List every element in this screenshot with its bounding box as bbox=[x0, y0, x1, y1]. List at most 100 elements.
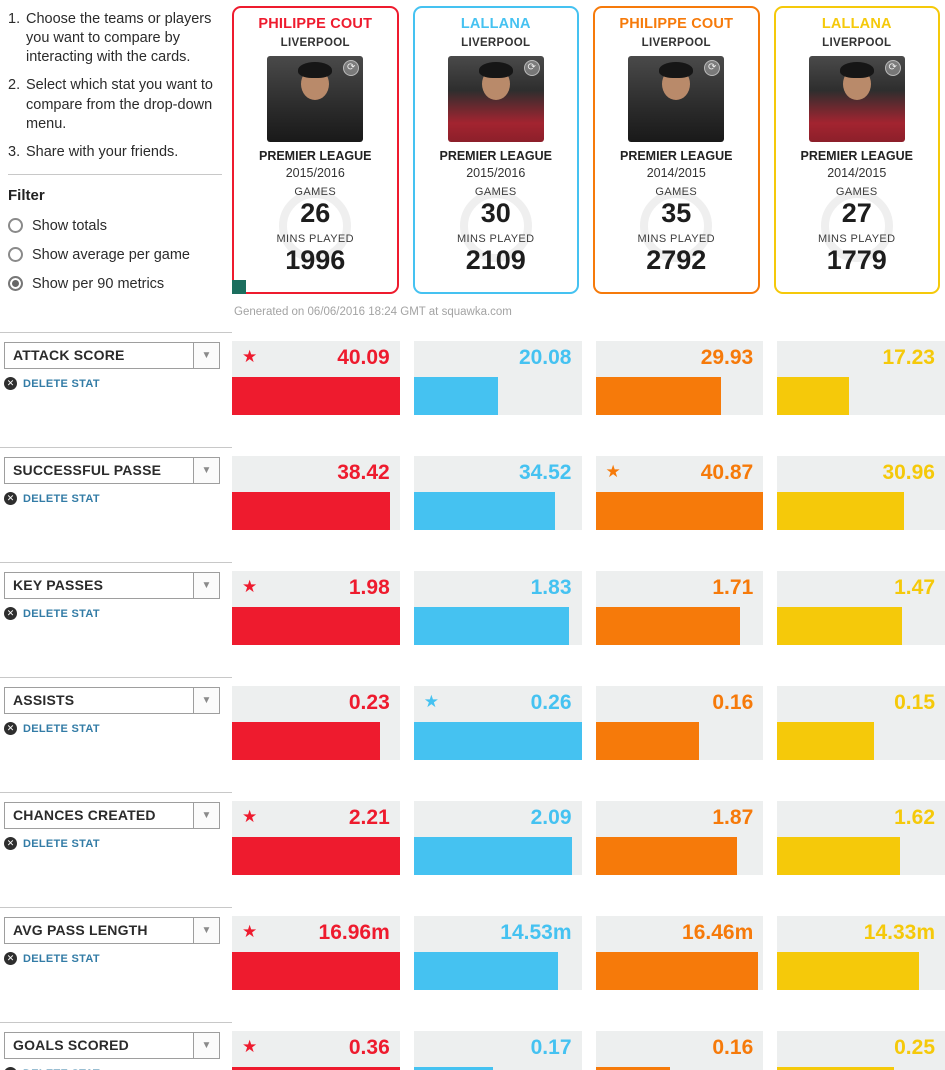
delete-stat-button[interactable]: ✕ DELETE STAT bbox=[4, 952, 220, 965]
player-card[interactable]: PHILIPPE COUT LIVERPOOL ⟳ PREMIER LEAGUE… bbox=[593, 6, 760, 294]
mins-played-value: 2109 bbox=[465, 245, 526, 276]
stat-dropdown[interactable]: GOALS SCORED ▼ bbox=[4, 1032, 220, 1059]
mins-played-label: MINS PLAYED bbox=[276, 233, 355, 246]
swap-player-icon[interactable]: ⟳ bbox=[343, 60, 360, 76]
stat-dropdown[interactable]: CHANCES CREATED ▼ bbox=[4, 802, 220, 829]
stat-cell: ★1.47 bbox=[777, 571, 945, 645]
filter-radio-option[interactable]: Show per 90 metrics bbox=[8, 276, 222, 292]
stat-selector-panel: AVG PASS LENGTH ▼ ✕ DELETE STAT bbox=[0, 907, 232, 990]
delete-stat-button[interactable]: ✕ DELETE STAT bbox=[4, 607, 220, 620]
stat-cells: ★38.42★34.52 ★ 40.87 ★30.96 bbox=[232, 447, 945, 530]
chevron-down-icon[interactable]: ▼ bbox=[193, 1033, 219, 1058]
swap-player-icon[interactable]: ⟳ bbox=[704, 60, 721, 76]
games-label: GAMES bbox=[294, 186, 337, 198]
generated-note: Generated on 06/06/2016 18:24 GMT at squ… bbox=[234, 306, 512, 318]
delete-x-icon: ✕ bbox=[4, 377, 17, 390]
stat-bar bbox=[777, 377, 850, 415]
logo-watermark-icon bbox=[820, 190, 893, 262]
radio-icon[interactable] bbox=[8, 218, 23, 234]
instructions-sidebar: 1. Choose the teams or players you want t… bbox=[0, 0, 232, 305]
stat-cell: ★ 0.36 bbox=[232, 1031, 400, 1070]
mins-played-value: 1779 bbox=[826, 245, 887, 276]
stat-value: 0.16 bbox=[712, 1036, 754, 1059]
chevron-down-icon[interactable]: ▼ bbox=[193, 688, 219, 713]
delete-stat-button[interactable]: ✕ DELETE STAT bbox=[4, 1067, 220, 1070]
stat-cell: ★1.83 bbox=[413, 571, 582, 645]
chevron-down-icon[interactable]: ▼ bbox=[193, 803, 219, 828]
player-name: PHILIPPE COUT bbox=[619, 16, 734, 32]
stat-row: SUCCESSFUL PASSE ▼ ✕ DELETE STAT ★38.42★… bbox=[0, 447, 945, 530]
chevron-down-icon[interactable]: ▼ bbox=[193, 458, 219, 483]
stat-value: 20.08 bbox=[518, 346, 572, 369]
delete-stat-label: DELETE STAT bbox=[23, 952, 100, 965]
best-value-star-icon: ★ bbox=[242, 807, 258, 826]
stat-cell: ★ 1.98 bbox=[232, 571, 400, 645]
stat-dropdown[interactable]: ATTACK SCORE ▼ bbox=[4, 342, 220, 369]
chevron-down-icon[interactable]: ▼ bbox=[193, 573, 219, 598]
player-team: LIVERPOOL bbox=[461, 37, 531, 49]
stat-value: 0.23 bbox=[348, 691, 390, 714]
player-card[interactable]: LALLANA LIVERPOOL ⟳ PREMIER LEAGUE 2014/… bbox=[773, 6, 940, 294]
stat-value: 0.26 bbox=[530, 691, 572, 714]
delete-stat-label: DELETE STAT bbox=[23, 722, 100, 735]
main-area: PHILIPPE COUT LIVERPOOL ⟳ PREMIER LEAGUE… bbox=[232, 0, 945, 318]
swap-player-icon[interactable]: ⟳ bbox=[523, 60, 540, 76]
player-name: LALLANA bbox=[821, 16, 892, 32]
stat-cell: ★2.09 bbox=[413, 801, 582, 875]
stat-cell: ★30.96 bbox=[777, 456, 945, 530]
player-card[interactable]: PHILIPPE COUT LIVERPOOL ⟳ PREMIER LEAGUE… bbox=[232, 6, 399, 294]
games-block: GAMES 35 MINS PLAYED 2792 bbox=[600, 186, 753, 276]
top-section: 1. Choose the teams or players you want t… bbox=[0, 0, 945, 318]
logo-watermark-icon bbox=[459, 190, 532, 262]
stat-value: 1.83 bbox=[530, 576, 572, 599]
stat-cell: ★1.62 bbox=[777, 801, 945, 875]
stat-dropdown[interactable]: AVG PASS LENGTH ▼ bbox=[4, 917, 220, 944]
stat-value: 29.93 bbox=[700, 346, 754, 369]
player-team: LIVERPOOL bbox=[641, 37, 711, 49]
delete-stat-button[interactable]: ✕ DELETE STAT bbox=[4, 837, 220, 850]
chevron-down-icon[interactable]: ▼ bbox=[193, 918, 219, 943]
season: 2015/2016 bbox=[285, 166, 345, 180]
player-card[interactable]: LALLANA LIVERPOOL ⟳ PREMIER LEAGUE 2015/… bbox=[412, 6, 579, 294]
stat-value: 1.62 bbox=[894, 806, 935, 829]
stat-dropdown-label: ASSISTS bbox=[13, 692, 75, 708]
filter-block: Filter Show totals Show average per game S… bbox=[8, 173, 222, 292]
stat-value: 16.46m bbox=[682, 921, 754, 944]
instruction-item: 3. Share with your friends. bbox=[8, 143, 222, 162]
radio-selected-icon[interactable] bbox=[8, 276, 23, 292]
filter-radio-option[interactable]: Show average per game bbox=[8, 247, 222, 263]
stat-value: 34.52 bbox=[518, 461, 572, 484]
stat-value: 1.71 bbox=[712, 576, 754, 599]
filter-radio-group: Show totals Show average per game Show per… bbox=[8, 218, 222, 292]
season: 2014/2015 bbox=[646, 166, 706, 180]
radio-icon[interactable] bbox=[8, 247, 23, 263]
stat-bar bbox=[232, 1067, 400, 1070]
delete-stat-label: DELETE STAT bbox=[23, 607, 100, 620]
stat-bar bbox=[413, 607, 569, 645]
stat-cell: ★0.15 bbox=[777, 686, 945, 760]
delete-stat-button[interactable]: ✕ DELETE STAT bbox=[4, 722, 220, 735]
stat-row: CHANCES CREATED ▼ ✕ DELETE STAT ★ 2.21 ★2.… bbox=[0, 792, 945, 875]
chevron-down-icon[interactable]: ▼ bbox=[193, 343, 219, 368]
filter-radio-option[interactable]: Show totals bbox=[8, 218, 222, 234]
stat-value: 2.21 bbox=[348, 806, 390, 829]
stat-cell: ★1.87 bbox=[595, 801, 764, 875]
stat-dropdown[interactable]: SUCCESSFUL PASSE ▼ bbox=[4, 457, 220, 484]
delete-stat-label: DELETE STAT bbox=[23, 377, 100, 390]
instruction-number: 1. bbox=[8, 11, 21, 27]
stat-dropdown-label: SUCCESSFUL PASSE bbox=[13, 462, 162, 478]
stat-dropdown[interactable]: KEY PASSES ▼ bbox=[4, 572, 220, 599]
instructions-list: 1. Choose the teams or players you want t… bbox=[8, 10, 222, 162]
stat-cell: ★ 16.96m bbox=[232, 916, 400, 990]
stat-dropdown[interactable]: ASSISTS ▼ bbox=[4, 687, 220, 714]
swap-player-icon[interactable]: ⟳ bbox=[884, 60, 901, 76]
best-value-star-icon: ★ bbox=[242, 922, 258, 941]
stat-value: 16.96m bbox=[318, 921, 390, 944]
delete-stat-button[interactable]: ✕ DELETE STAT bbox=[4, 377, 220, 390]
share-icon[interactable] bbox=[232, 280, 246, 294]
delete-stat-button[interactable]: ✕ DELETE STAT bbox=[4, 492, 220, 505]
delete-x-icon: ✕ bbox=[4, 607, 17, 620]
instruction-text: Select which stat you want to compare fr… bbox=[26, 77, 213, 132]
logo-watermark-icon bbox=[640, 190, 713, 262]
stat-value: 1.87 bbox=[712, 806, 754, 829]
